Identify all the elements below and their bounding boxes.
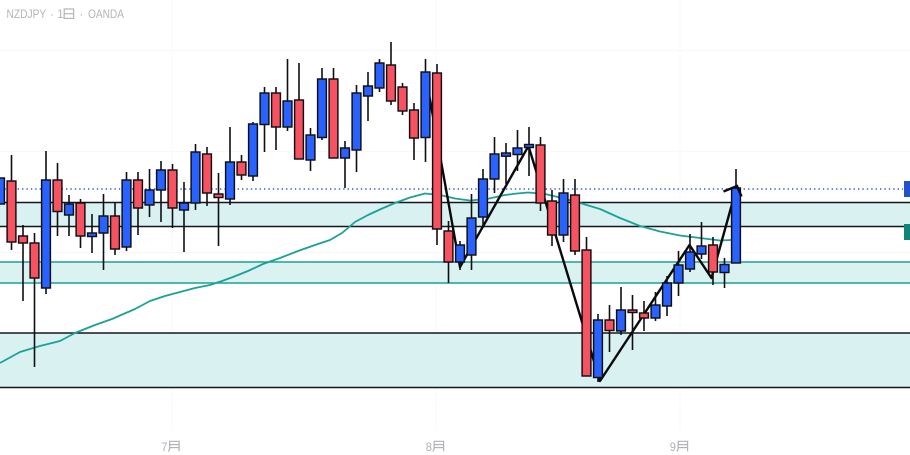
- svg-text:1: 1: [57, 7, 64, 21]
- svg-text:9: 9: [670, 440, 676, 454]
- svg-text:·: ·: [79, 7, 83, 21]
- svg-text:OANDA: OANDA: [88, 7, 125, 21]
- svg-text:7: 7: [161, 440, 167, 454]
- svg-text:NZDJPY: NZDJPY: [7, 7, 47, 21]
- svg-text:·: ·: [50, 7, 54, 21]
- svg-text:8: 8: [426, 440, 433, 454]
